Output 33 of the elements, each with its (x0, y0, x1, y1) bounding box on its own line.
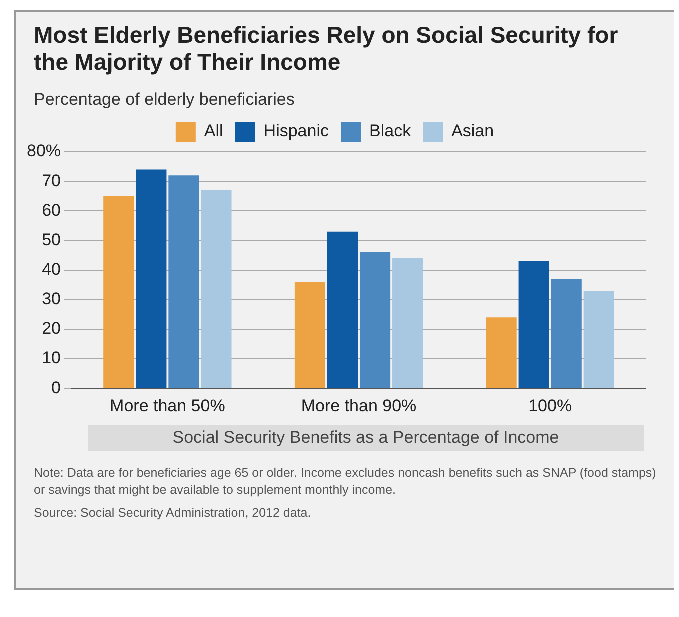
y-tick-label: 20 (42, 319, 62, 338)
legend-label: All (204, 122, 224, 141)
bar (294, 282, 326, 388)
bar (486, 318, 517, 388)
legend-label: Hispanic (264, 122, 330, 141)
x-tick-label: More than 50% (110, 396, 226, 416)
bar (551, 279, 582, 388)
y-tick-label: 80% (26, 142, 62, 161)
x-tick-label: 100% (528, 396, 572, 416)
bar (201, 190, 232, 388)
legend-label: Asian (452, 122, 494, 141)
y-tick-label: 10 (42, 348, 62, 368)
x-axis-title: Social Security Benefits as a Percentage of Income (88, 425, 644, 451)
x-tick-label: More than 90% (301, 396, 417, 416)
bar (584, 291, 614, 388)
bar (327, 232, 358, 388)
bar (136, 170, 167, 388)
y-tick-label: 0 (52, 378, 62, 398)
y-tick-label: 70 (42, 171, 62, 190)
y-tick-label: 60 (42, 200, 62, 220)
bar (392, 258, 424, 388)
chart-title: Most Elderly Beneficiaries Rely on Social Security for the Majority of Their Income (34, 22, 620, 76)
source-note: Source: Social Security Administration, 2012 data. (34, 505, 312, 522)
bar (360, 252, 391, 388)
y-tick-label: 30 (42, 290, 62, 309)
bar (168, 176, 200, 388)
y-tick-label: 40 (42, 260, 62, 279)
legend-label: Black (369, 122, 412, 141)
bar (518, 261, 550, 388)
chart-subtitle: Percentage of elderly beneficiaries (34, 90, 296, 110)
text: Note: Data are for beneficiaries age 65 or older. Income excludes noncash benefits such as SNAP (food stamps) or savings that might be available to supplement monthly income. (34, 465, 658, 499)
y-tick-label: 50 (42, 230, 62, 250)
bar (104, 196, 134, 388)
